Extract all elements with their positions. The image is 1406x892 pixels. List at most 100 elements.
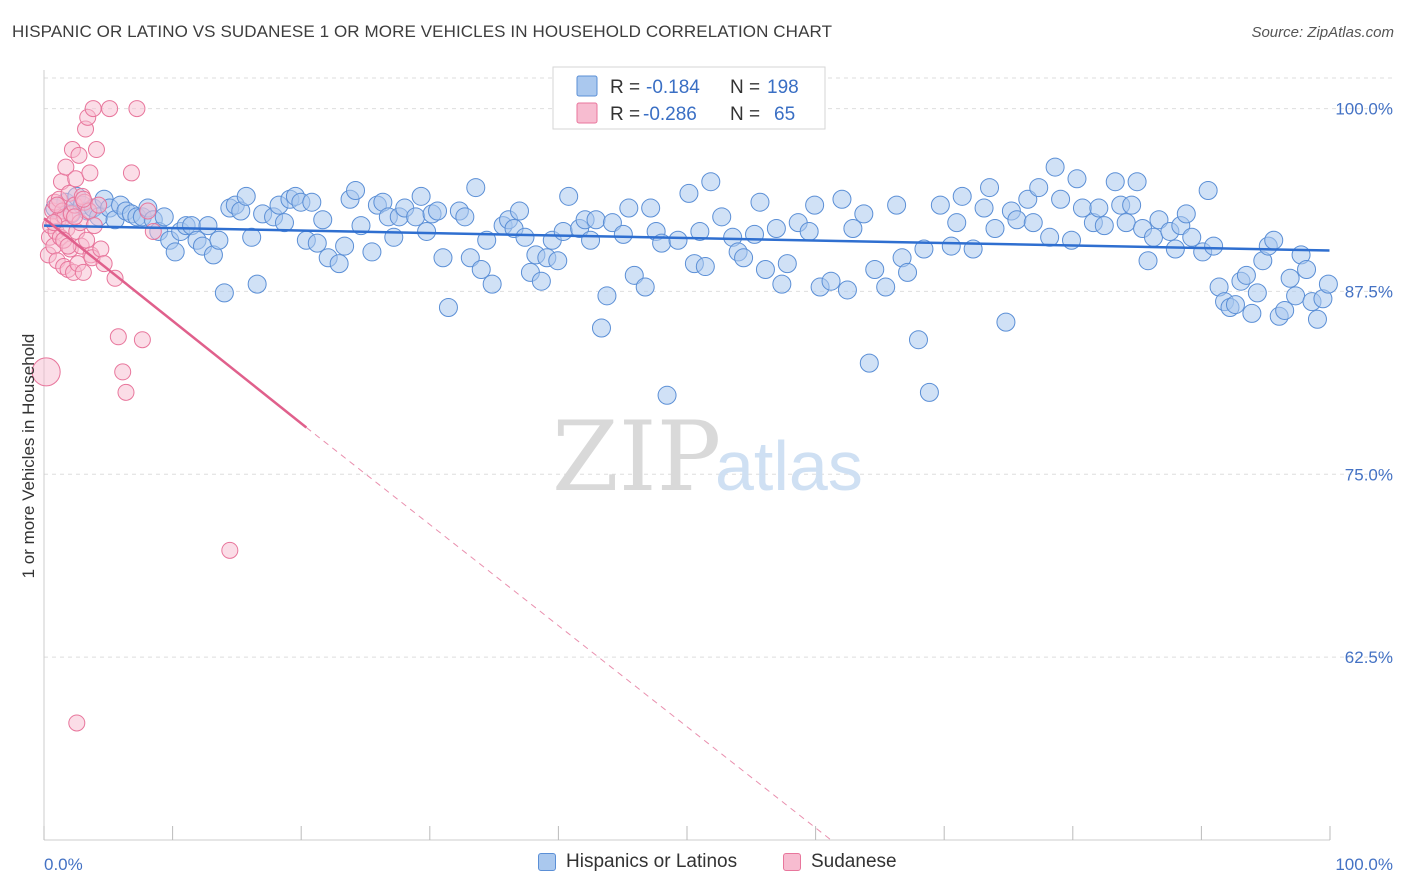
data-point-hispanics: [832, 189, 852, 209]
data-point-hispanics: [1275, 300, 1295, 320]
data-point-hispanics: [1264, 230, 1284, 250]
chart-title: HISPANIC OR LATINO VS SUDANESE 1 OR MORE…: [12, 22, 833, 41]
legend-label-sudanese: Sudanese: [811, 851, 897, 872]
y-tick-label: 75.0%: [1345, 465, 1393, 484]
data-point-hispanics: [914, 239, 934, 259]
data-point-hispanics: [242, 227, 262, 247]
legend-swatch-pink: [576, 102, 598, 124]
data-point-sudanese: [221, 541, 239, 559]
data-point-hispanics: [930, 195, 950, 215]
data-point-sudanese: [78, 231, 96, 249]
data-point-hispanics: [1040, 227, 1060, 247]
data-point-hispanics: [346, 180, 366, 200]
data-point-hispanics: [236, 186, 256, 206]
watermark: ZIP atlas: [552, 401, 863, 513]
data-point-hispanics: [329, 254, 349, 274]
data-point-hispanics: [750, 192, 770, 212]
data-point-sudanese: [67, 170, 85, 188]
data-point-hispanics: [209, 230, 229, 250]
data-point-hispanics: [274, 213, 294, 233]
data-point-hispanics: [509, 201, 529, 221]
data-point-hispanics: [941, 236, 961, 256]
source-label: Source: ZipAtlas.com: [1251, 24, 1394, 41]
data-point-hispanics: [1143, 227, 1163, 247]
data-point-hispanics: [766, 219, 786, 239]
data-point-sudanese: [74, 263, 92, 281]
data-point-sudanese: [70, 146, 88, 164]
data-point-hispanics: [559, 186, 579, 206]
data-point-hispanics: [302, 192, 322, 212]
data-point-hispanics: [837, 280, 857, 300]
data-point-hispanics: [974, 198, 994, 218]
data-point-hispanics: [985, 219, 1005, 239]
data-point-hispanics: [1204, 236, 1224, 256]
data-point-sudanese: [90, 196, 108, 214]
data-point-hispanics: [1198, 180, 1218, 200]
data-point-hispanics: [247, 274, 267, 294]
series-hispanics-points: [45, 157, 1338, 405]
data-point-hispanics: [1023, 213, 1043, 233]
data-point-sudanese: [68, 714, 86, 732]
data-point-hispanics: [908, 330, 928, 350]
data-point-hispanics: [980, 178, 1000, 198]
data-point-sudanese: [128, 100, 146, 118]
data-point-hispanics: [433, 248, 453, 268]
trend-line-sudanese-extrapolated: [306, 427, 832, 841]
data-point-hispanics: [362, 242, 382, 262]
data-point-hispanics: [821, 271, 841, 291]
data-point-hispanics: [805, 195, 825, 215]
legend-item-sudanese: Sudanese: [783, 851, 897, 873]
data-point-hispanics: [455, 207, 475, 227]
data-point-hispanics: [1176, 204, 1196, 224]
data-point-hispanics: [613, 224, 633, 244]
correlation-legend: R = -0.184 N = 198 R = -0.286 N = 65: [552, 66, 826, 130]
data-point-hispanics: [307, 233, 327, 253]
data-point-hispanics: [898, 262, 918, 282]
data-point-hispanics: [548, 251, 568, 271]
data-point-hispanics: [619, 198, 639, 218]
data-point-hispanics: [1165, 239, 1185, 259]
data-point-hispanics: [1149, 210, 1169, 230]
data-point-sudanese: [109, 328, 127, 346]
legend-r-label: R =: [610, 104, 640, 125]
data-point-hispanics: [1182, 227, 1202, 247]
watermark-zip: ZIP: [552, 401, 721, 513]
trend-lines: [43, 217, 1330, 841]
y-axis-label: 1 or more Vehicles in Household: [19, 334, 38, 579]
y-tick-label: 87.5%: [1345, 282, 1393, 301]
axes: [43, 70, 1331, 841]
data-point-hispanics: [602, 213, 622, 233]
data-point-hispanics: [947, 213, 967, 233]
data-point-sudanese: [84, 100, 102, 118]
data-point-sudanese: [114, 363, 132, 381]
data-point-hispanics: [1318, 274, 1338, 294]
data-point-hispanics: [777, 254, 797, 274]
data-point-hispanics: [641, 198, 661, 218]
data-point-hispanics: [417, 221, 437, 241]
legend-n-label: N =: [730, 104, 760, 125]
data-point-sudanese: [74, 190, 92, 208]
data-point-sudanese: [57, 158, 75, 176]
data-point-hispanics: [313, 210, 333, 230]
legend-r-value: -0.286: [643, 104, 697, 125]
data-point-hispanics: [657, 385, 677, 405]
tick-labels: 100.0% 87.5% 75.0% 62.5% 0.0% 100.0%: [44, 100, 1393, 874]
data-point-hispanics: [635, 277, 655, 297]
data-point-hispanics: [624, 265, 644, 285]
data-point-hispanics: [351, 216, 371, 236]
data-point-hispanics: [1089, 198, 1109, 218]
data-point-hispanics: [477, 230, 497, 250]
data-point-hispanics: [438, 298, 458, 318]
series-sudanese-points: [31, 100, 239, 732]
x-tick-label: 100.0%: [1335, 855, 1393, 874]
data-point-hispanics: [695, 257, 715, 277]
data-point-hispanics: [843, 219, 863, 239]
data-point-hispanics: [887, 195, 907, 215]
data-point-hispanics: [1242, 303, 1262, 323]
watermark-atlas: atlas: [715, 427, 863, 505]
data-point-hispanics: [198, 216, 218, 236]
data-point-hispanics: [531, 271, 551, 291]
legend-item-hispanics: Hispanics or Latinos: [538, 851, 737, 873]
data-point-sudanese: [66, 208, 84, 226]
